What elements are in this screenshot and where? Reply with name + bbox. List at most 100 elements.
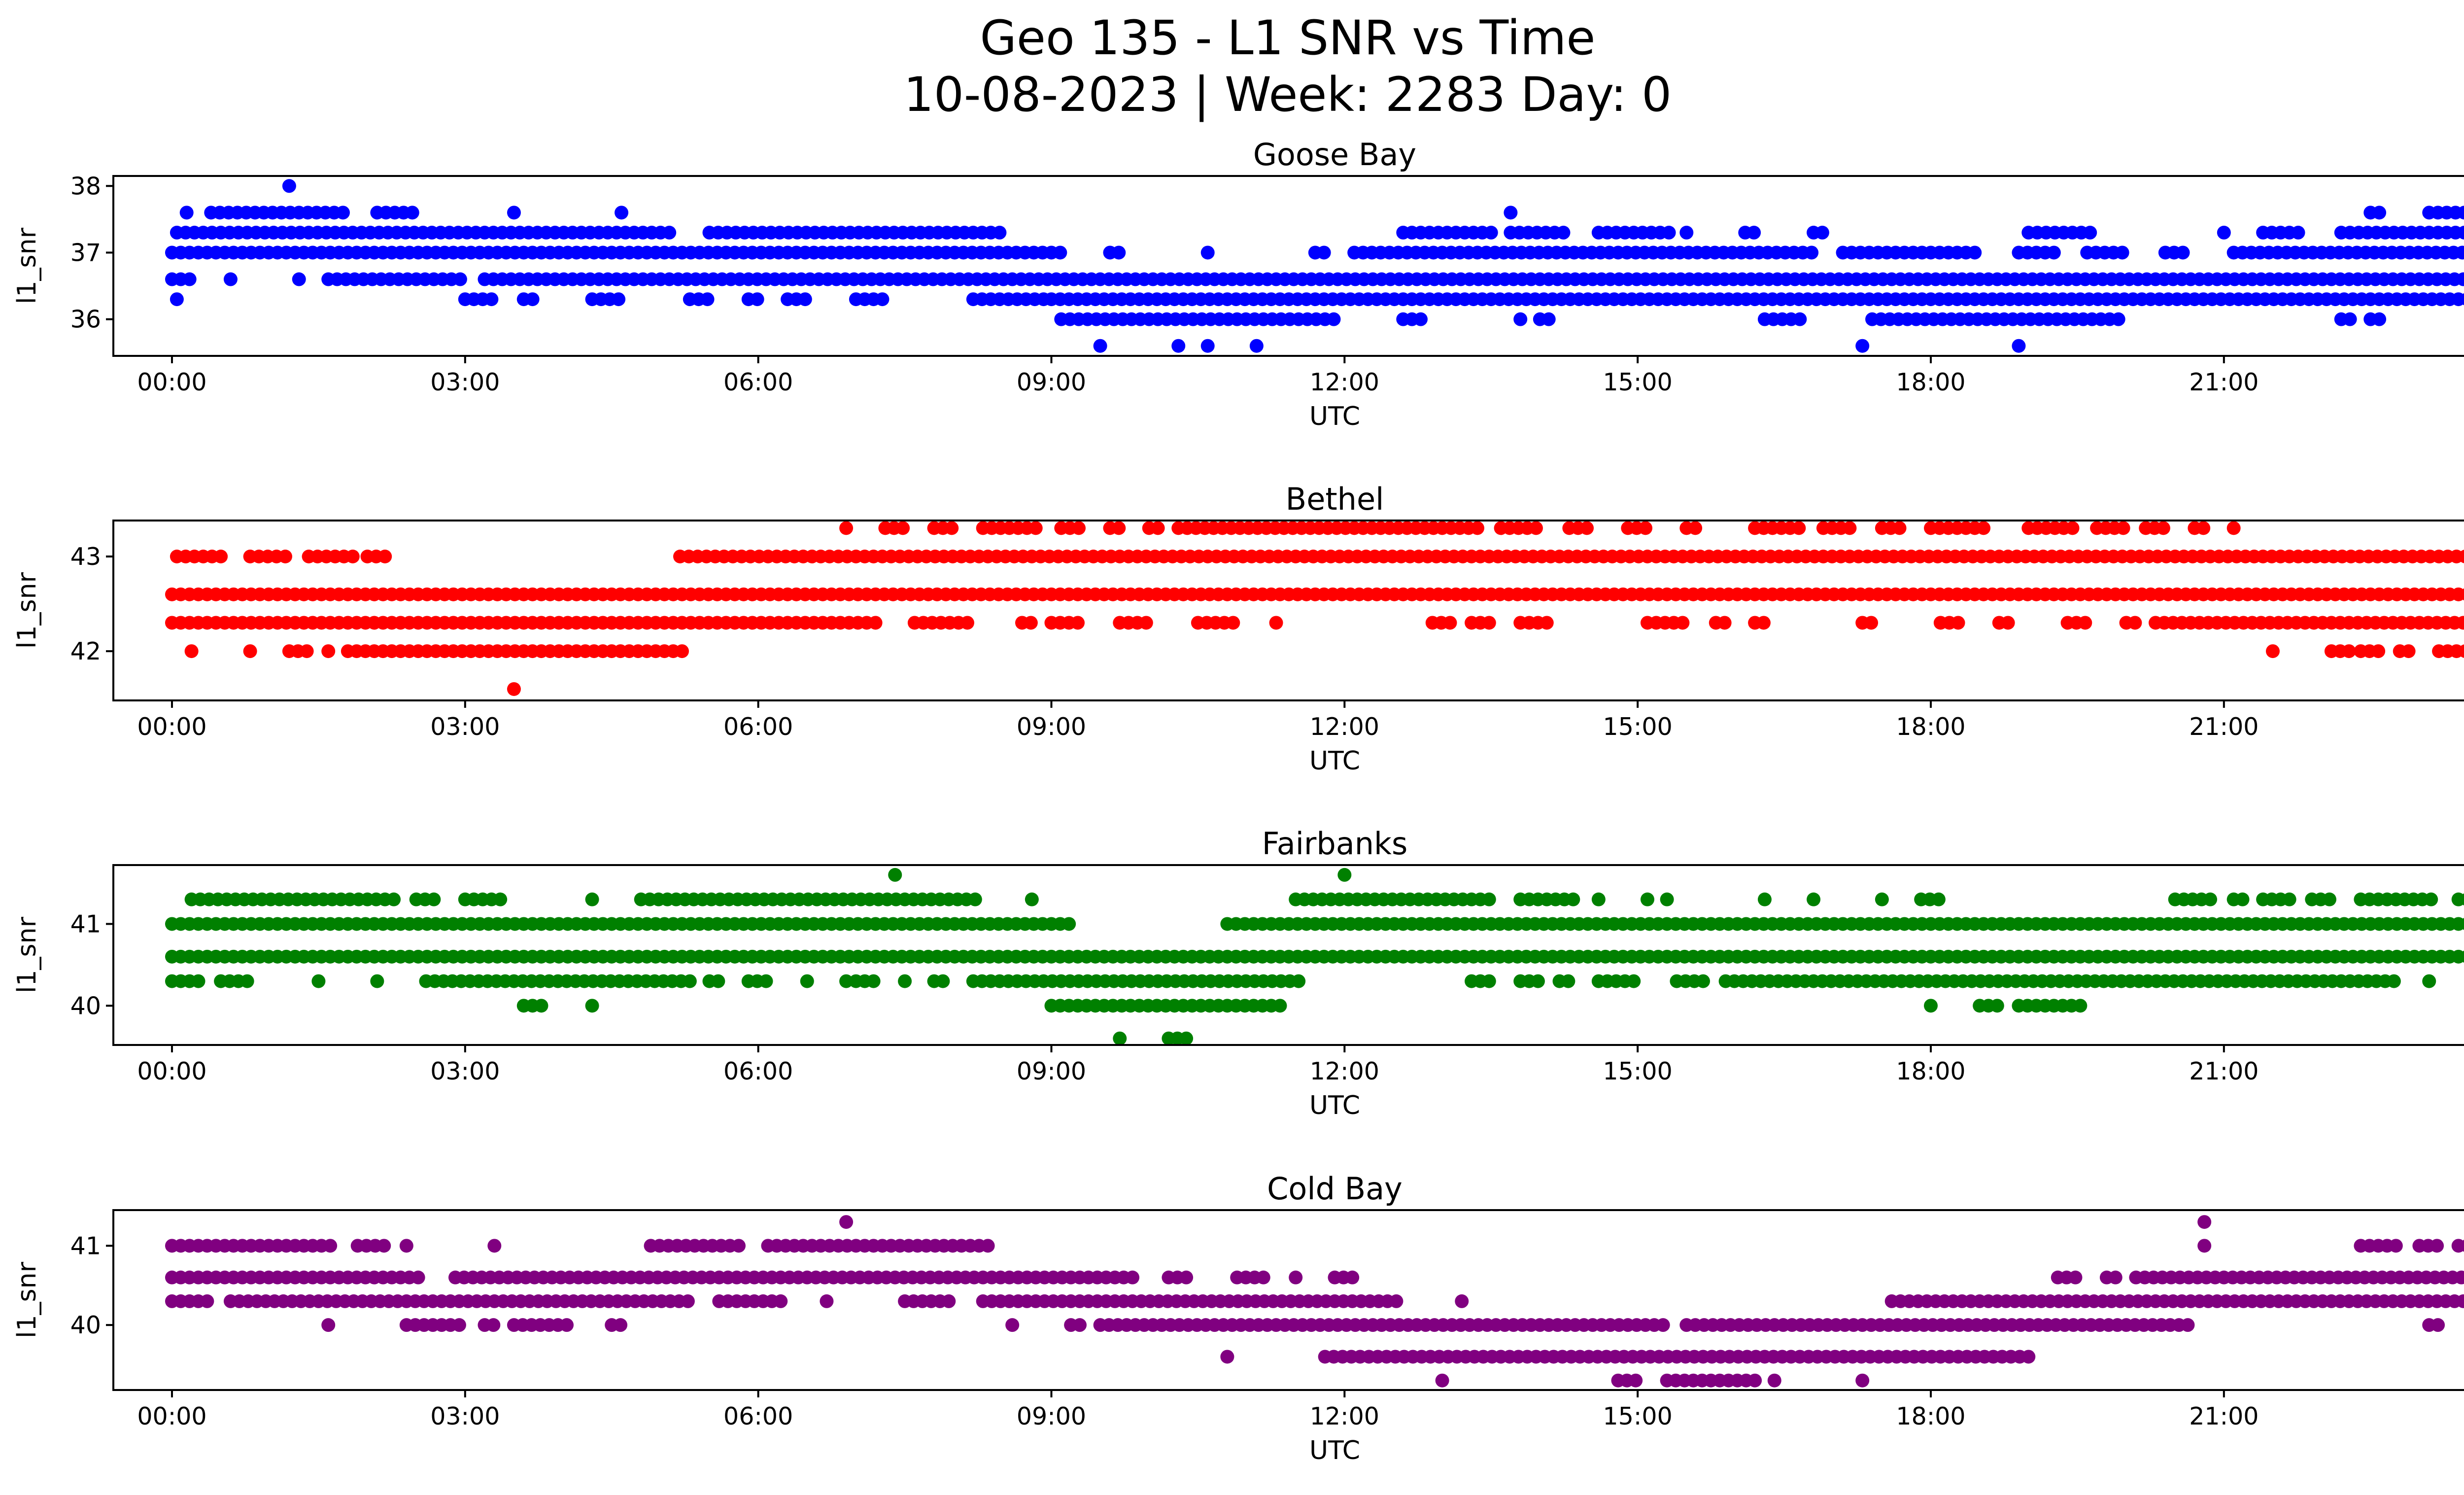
data-point <box>405 206 419 220</box>
data-point <box>184 644 199 659</box>
x-tick-label: 03:00 <box>430 1057 500 1085</box>
subplot-goose-bay: Goose Bay UTC l1_snr 00:00 03:00 06:00 09:0… <box>12 137 2464 431</box>
scatter-points <box>165 868 2464 1045</box>
data-point <box>214 550 228 563</box>
data-point <box>507 206 521 220</box>
x-axis-label: UTC <box>1309 746 1360 776</box>
data-point <box>2343 312 2357 326</box>
data-point <box>336 206 350 220</box>
data-point <box>1389 1294 1403 1308</box>
data-point <box>1113 1031 1127 1045</box>
data-point <box>223 272 238 286</box>
data-point <box>427 892 441 906</box>
data-point <box>1200 339 1215 353</box>
subplot-title: Goose Bay <box>1253 137 1416 173</box>
data-point <box>1126 1270 1140 1285</box>
data-point <box>1071 616 1085 630</box>
data-point <box>278 550 292 563</box>
subplot-title: Bethel <box>1286 481 1384 517</box>
data-point <box>2424 892 2438 906</box>
data-point <box>1292 974 1306 988</box>
x-tick-label: 03:00 <box>430 1402 500 1430</box>
data-point <box>1226 616 1240 630</box>
data-point <box>2342 644 2356 659</box>
data-point <box>960 616 974 630</box>
data-point <box>2451 587 2464 601</box>
data-point <box>2451 292 2464 307</box>
data-point <box>486 1318 501 1332</box>
data-point <box>1220 1350 1234 1364</box>
data-point <box>2422 974 2436 988</box>
data-point <box>2458 550 2464 563</box>
data-point <box>2073 999 2088 1013</box>
data-point <box>675 644 689 659</box>
scatter-points <box>165 1215 2464 1388</box>
data-point <box>968 892 982 906</box>
data-point <box>1696 974 1711 988</box>
data-point <box>700 292 715 307</box>
data-point <box>2457 206 2464 220</box>
data-point <box>820 1294 834 1308</box>
data-point <box>942 1294 956 1308</box>
data-point <box>2451 892 2464 906</box>
x-tick-label: 00:00 <box>137 368 206 396</box>
data-point <box>1747 225 1761 240</box>
data-point <box>1151 521 1165 535</box>
data-point <box>1892 521 1907 535</box>
data-point <box>731 1239 746 1253</box>
y-tick-label: 36 <box>70 306 101 334</box>
data-point <box>484 292 499 307</box>
data-point <box>387 892 401 906</box>
data-point <box>1062 917 1076 931</box>
data-point <box>839 1215 854 1229</box>
data-point <box>1072 521 1086 535</box>
data-point <box>2456 1294 2464 1308</box>
subplot-cold-bay: Cold Bay UTC l1_snr 00:00 03:00 06:00 09:00… <box>12 1171 2464 1465</box>
data-point <box>875 292 890 307</box>
data-point <box>1112 521 1126 535</box>
data-point <box>1807 892 1821 906</box>
data-point <box>1662 225 1676 240</box>
figure-title-line1: Geo 135 - L1 SNR vs Time <box>980 10 1596 66</box>
data-point <box>1580 521 1594 535</box>
y-axis-label: l1_snr <box>12 227 42 304</box>
data-point <box>681 1294 695 1308</box>
data-point <box>2265 644 2280 659</box>
data-point <box>2454 1270 2464 1285</box>
data-point <box>487 1239 502 1253</box>
data-point <box>2012 339 2026 353</box>
data-point <box>300 644 314 659</box>
data-point <box>1757 892 1772 906</box>
data-point <box>2456 272 2464 286</box>
data-point <box>1513 312 1528 326</box>
data-point <box>1413 312 1428 326</box>
data-point <box>2128 616 2142 630</box>
data-point <box>2197 1239 2212 1253</box>
data-point <box>1629 1373 1643 1388</box>
data-point <box>2458 644 2464 658</box>
data-point <box>2401 644 2416 659</box>
data-point <box>1482 974 1496 988</box>
data-point <box>2431 1318 2445 1332</box>
axes-frame <box>112 175 2464 357</box>
data-point <box>936 974 950 988</box>
y-tick-label: 40 <box>70 1311 101 1339</box>
data-point <box>1717 616 1732 630</box>
data-point <box>399 1239 413 1253</box>
data-point <box>614 1318 628 1332</box>
data-point <box>1179 1270 1194 1285</box>
x-tick-label: 09:00 <box>1017 368 1086 396</box>
y-tick-label: 41 <box>70 910 101 938</box>
data-point <box>2460 950 2464 963</box>
data-point <box>1627 974 1641 988</box>
data-point <box>200 1294 214 1308</box>
data-point <box>2455 245 2464 260</box>
data-point <box>2111 312 2125 326</box>
data-point <box>2282 892 2296 906</box>
data-point <box>1531 974 1545 988</box>
data-point <box>493 892 508 906</box>
data-point <box>774 1294 788 1308</box>
data-point <box>1435 1373 1449 1388</box>
data-point <box>1455 1294 1469 1308</box>
x-tick-label: 03:00 <box>430 368 500 396</box>
